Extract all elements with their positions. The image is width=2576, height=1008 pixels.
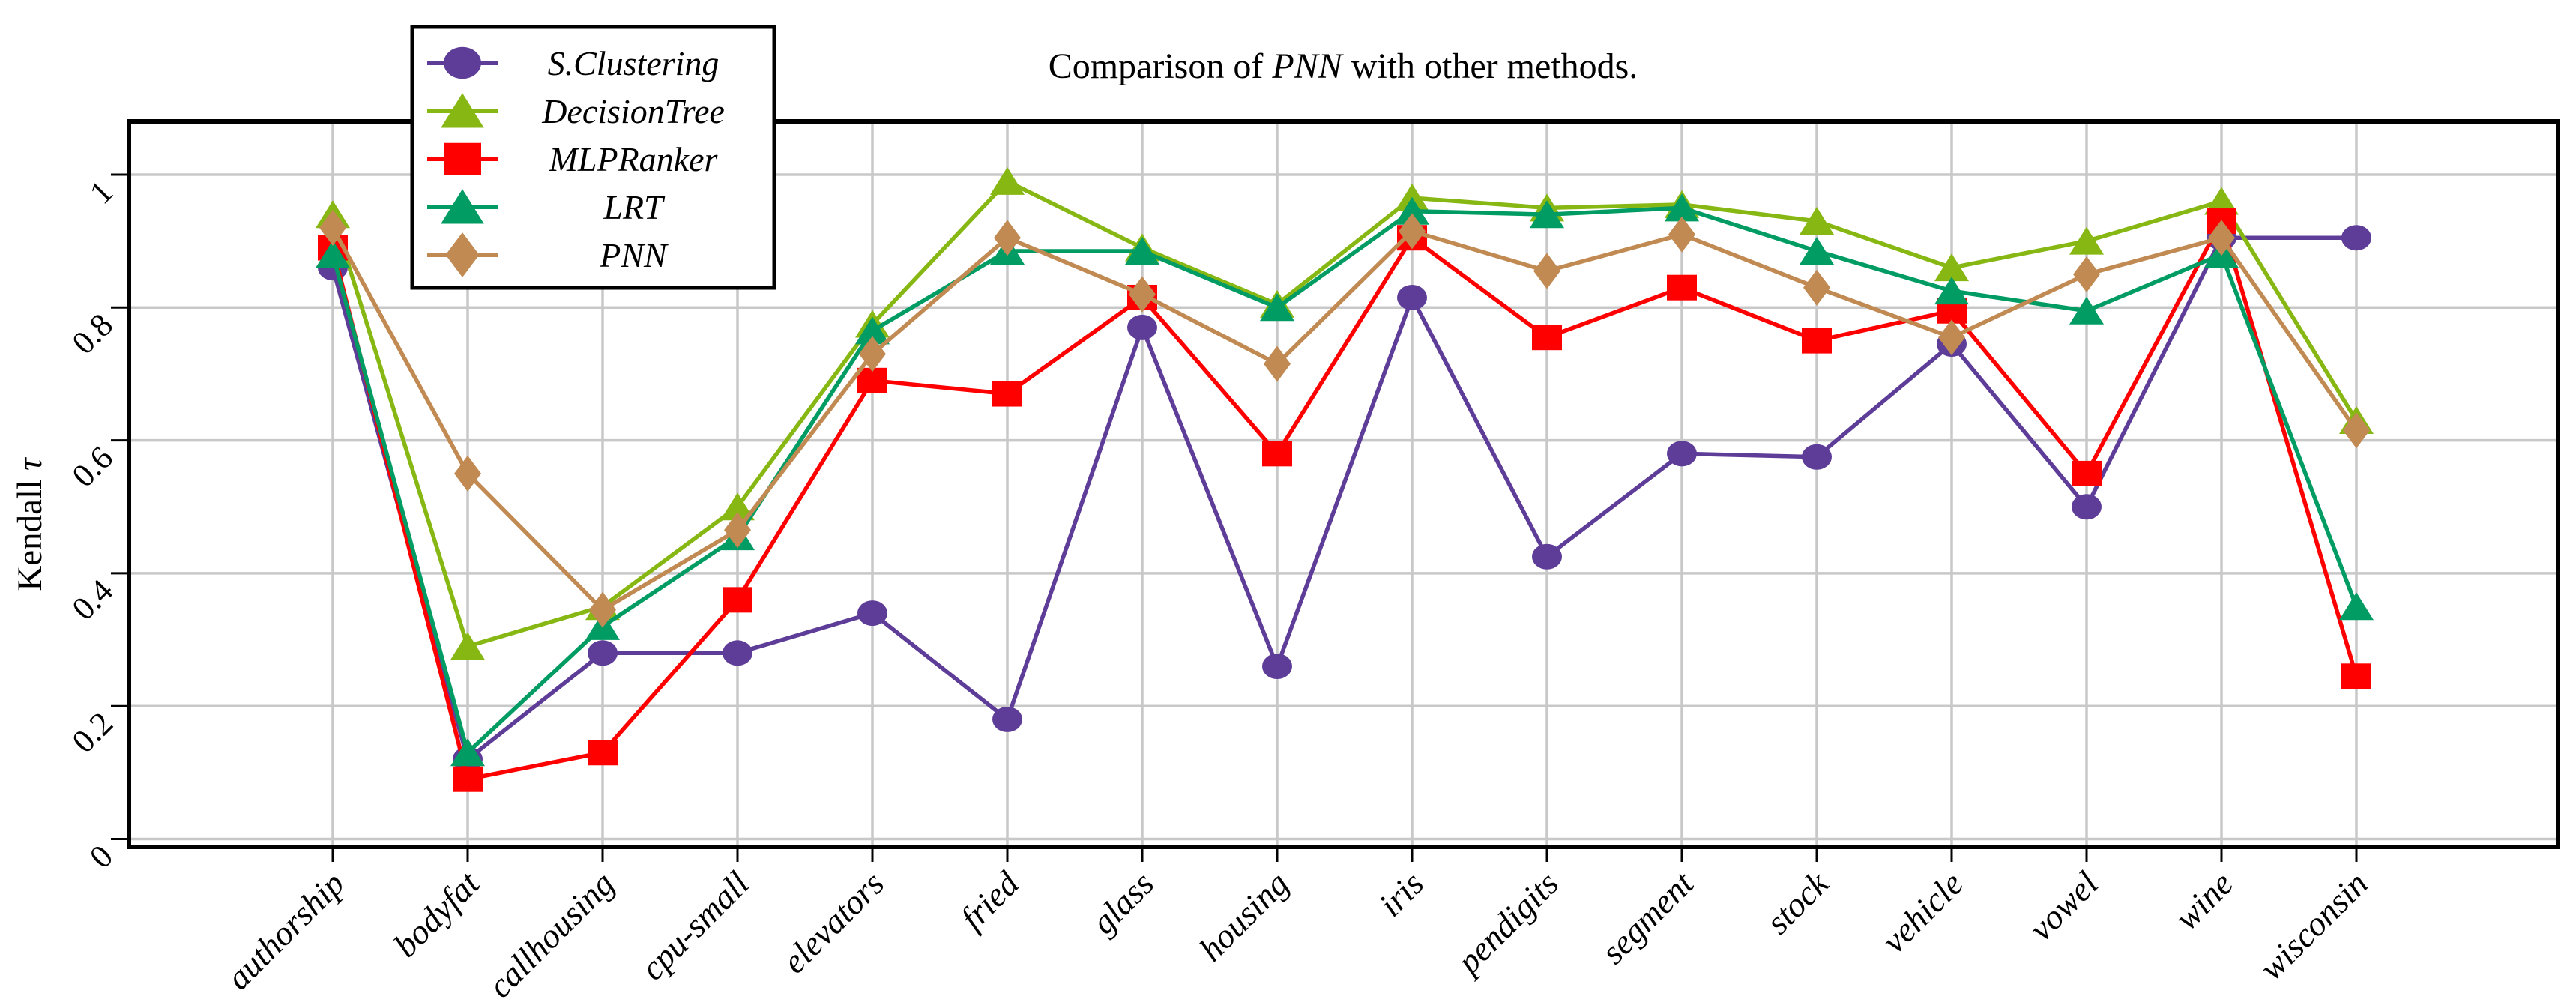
data-point — [444, 46, 481, 79]
data-point — [1934, 277, 1969, 305]
data-point — [2072, 494, 2102, 520]
data-point — [859, 336, 886, 372]
legend-label: DecisionTree — [541, 92, 725, 130]
data-point — [450, 738, 485, 767]
data-point — [1934, 253, 1969, 282]
data-point — [992, 381, 1022, 407]
data-point — [1395, 196, 1429, 225]
data-point — [1938, 319, 1965, 356]
legend-entry-PNN: PNN — [427, 232, 669, 277]
data-point — [2073, 256, 2100, 292]
data-point — [450, 632, 485, 660]
series-PNN — [319, 209, 2370, 628]
legend-label: MLPRanker — [549, 140, 719, 178]
data-point — [1800, 236, 1834, 265]
data-point — [990, 166, 1025, 195]
data-point — [589, 591, 616, 628]
data-point — [319, 209, 346, 246]
data-point — [994, 220, 1021, 256]
data-point — [316, 240, 350, 268]
data-point — [1667, 274, 1697, 301]
data-point — [992, 706, 1022, 732]
plot-frame — [127, 119, 2560, 849]
legend-entry-DecisionTree: DecisionTree — [427, 92, 725, 130]
data-point — [1533, 253, 1560, 289]
data-point — [2069, 226, 2104, 255]
data-point — [2343, 412, 2370, 449]
data-point — [1802, 328, 1832, 354]
data-point — [1800, 207, 1834, 235]
chart-title: Comparison of PNN with other methods. — [1049, 46, 1638, 86]
data-point — [1129, 276, 1156, 313]
data-point — [2208, 220, 2235, 256]
legend-entry-S.Clustering: S.Clustering — [427, 44, 719, 82]
data-point — [453, 766, 483, 792]
data-point — [1802, 444, 1832, 470]
data-point — [1260, 293, 1294, 322]
axis-ticks — [111, 173, 2358, 862]
data-point — [857, 367, 887, 393]
data-point — [588, 640, 618, 666]
data-point — [2341, 225, 2371, 251]
data-point — [588, 740, 618, 766]
data-point — [1803, 269, 1830, 306]
data-point — [1530, 200, 1564, 229]
data-point — [441, 93, 484, 128]
data-point — [723, 640, 752, 666]
data-point — [1399, 213, 1426, 250]
data-point — [1668, 216, 1695, 253]
y-axis-label: Kendall τ — [10, 456, 49, 591]
data-point — [444, 142, 481, 175]
data-point — [855, 316, 890, 345]
data-point — [2072, 460, 2102, 486]
data-point — [724, 512, 751, 549]
data-point — [723, 587, 752, 613]
data-point — [1667, 441, 1697, 467]
data-point — [1532, 325, 1562, 351]
data-point — [1127, 314, 1157, 340]
data-point — [1532, 543, 1562, 570]
legend-entry-LRT: LRT — [427, 188, 666, 226]
legend-label: PNN — [599, 236, 669, 274]
data-point — [1264, 345, 1291, 382]
data-point — [1262, 441, 1292, 467]
legend-label: LRT — [603, 188, 666, 226]
series-MLPRanker — [318, 208, 2371, 792]
data-point — [1262, 654, 1292, 680]
data-point — [441, 189, 484, 224]
data-point — [1125, 236, 1159, 265]
legend-label: S.Clustering — [548, 44, 720, 82]
legend-entry-MLPRanker: MLPRanker — [427, 140, 719, 178]
data-point — [2204, 187, 2239, 215]
data-point — [445, 232, 480, 277]
data-point — [1397, 285, 1427, 311]
data-point — [857, 600, 887, 627]
data-point — [2339, 592, 2374, 621]
data-point — [720, 492, 755, 521]
legend: S.Clustering DecisionTree MLPRanker LRT PNN — [410, 25, 776, 290]
data-point — [2341, 663, 2371, 689]
data-point — [454, 455, 481, 492]
data-point — [2069, 296, 2104, 325]
data-point — [1665, 193, 1699, 222]
